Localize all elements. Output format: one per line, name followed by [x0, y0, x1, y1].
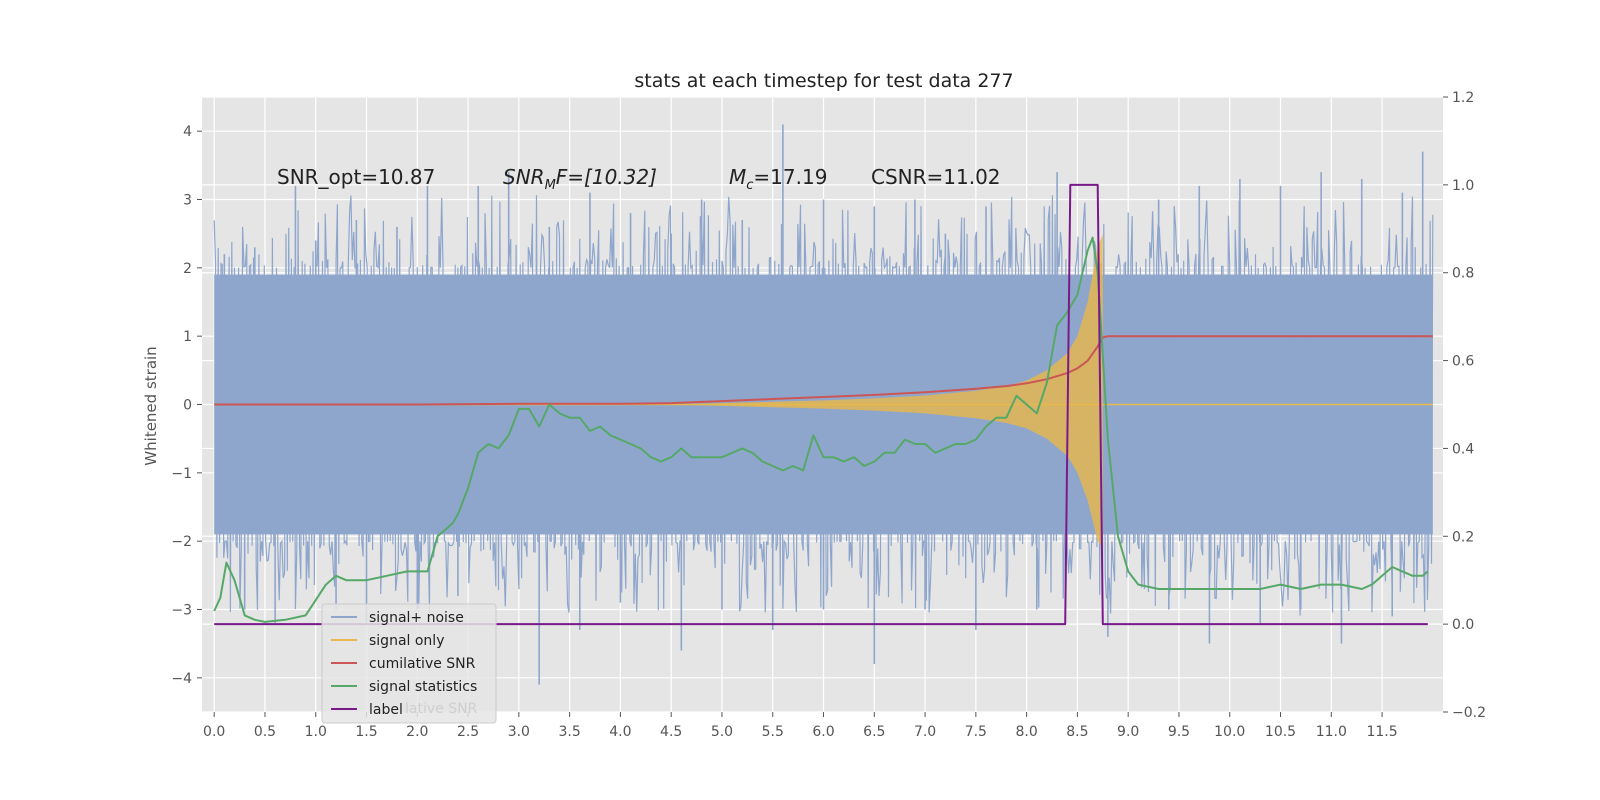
- legend-label: cumilative SNR: [369, 656, 476, 672]
- y-tick-label: 4: [183, 124, 192, 140]
- y2-tick-label: 0.8: [1452, 266, 1474, 282]
- chart-title: stats at each timestep for test data 277: [634, 70, 1013, 92]
- annotations: SNR_opt=10.87 SNRMF=[10.32] Mc=17.19 CSN…: [277, 165, 1001, 193]
- annotation-mc-main: M: [729, 165, 746, 189]
- y-tick-label: 1: [183, 329, 192, 345]
- legend: lative SNR signal+ noise signal only cumil…: [321, 603, 497, 724]
- y-tick-label: −4: [171, 671, 192, 687]
- x-tick-label: 5.0: [711, 724, 733, 740]
- x-tick-label: 1.0: [305, 724, 327, 740]
- legend-label: signal only: [369, 633, 444, 649]
- annotation-csnr: CSNR=11.02: [871, 165, 1001, 189]
- x-tick-label: 1.5: [355, 724, 377, 740]
- y2-tick-label: 0.0: [1452, 617, 1474, 633]
- annotation-snr-mf: SNRMF=[10.32]: [503, 165, 657, 193]
- y2-tick-label: 0.2: [1452, 529, 1474, 545]
- y-tick-label: −1: [171, 466, 192, 482]
- y-tick-label: −2: [171, 534, 192, 550]
- x-tick-label: 7.5: [965, 724, 987, 740]
- x-tick-label: 0.0: [203, 724, 225, 740]
- legend-label: label: [369, 702, 403, 718]
- annotation-snr-mf-sub: M: [545, 178, 556, 193]
- legend-box: [321, 603, 497, 724]
- annotation-mc: Mc=17.19: [729, 165, 827, 193]
- y2-tick-label: 1.0: [1452, 178, 1474, 194]
- y2-tick-label: 0.4: [1452, 441, 1474, 457]
- x-tick-label: 11.5: [1366, 724, 1397, 740]
- x-tick-label: 4.5: [660, 724, 682, 740]
- x-tick-label: 5.5: [762, 724, 784, 740]
- x-tick-label: 9.5: [1168, 724, 1190, 740]
- x-tick-label: 6.0: [812, 724, 834, 740]
- annotation-mc-sub: c: [746, 178, 753, 193]
- series-cumilative-snr: [214, 335, 1433, 406]
- series-signal-statistics: [213, 236, 1429, 623]
- x-tick-label: 9.0: [1117, 724, 1139, 740]
- y-axis-left: −4 −3 −2 −1 0 1 2 3 4: [171, 124, 202, 687]
- y-tick-label: 3: [183, 193, 192, 209]
- y-tick-label: 0: [183, 398, 192, 414]
- x-tick-label: 2.5: [457, 724, 479, 740]
- annotation-mc-rest: =17.19: [753, 165, 827, 189]
- legend-label: signal+ noise: [369, 610, 464, 626]
- y2-tick-label: 1.2: [1452, 90, 1474, 106]
- series-line: [214, 335, 1433, 406]
- x-axis: 0.0 0.5 1.0 1.5 2.0 2.5 3.0 3.5 4.0 4.5 5.0 5.5 6.0 6…: [203, 712, 1398, 740]
- x-tick-label: 3.0: [508, 724, 530, 740]
- x-tick-label: 10.0: [1214, 724, 1245, 740]
- y-tick-label: 2: [183, 261, 192, 277]
- x-tick-label: 8.5: [1066, 724, 1088, 740]
- x-tick-label: 4.0: [609, 724, 631, 740]
- legend-label: signal statistics: [369, 679, 477, 695]
- y-tick-label: −3: [171, 603, 192, 619]
- annotation-snr-mf-main: SNR: [503, 165, 545, 189]
- legend-overlapped-text: lative SNR: [405, 701, 478, 717]
- annotation-snr-mf-rest: F=[10.32]: [556, 165, 657, 189]
- x-tick-label: 11.0: [1316, 724, 1347, 740]
- x-tick-label: 3.5: [558, 724, 580, 740]
- y2-tick-label: −0.2: [1452, 705, 1486, 721]
- y2-tick-label: 0.6: [1452, 354, 1474, 370]
- x-tick-label: 6.5: [863, 724, 885, 740]
- x-tick-label: 2.0: [406, 724, 428, 740]
- series-line: [214, 183, 1428, 626]
- x-tick-label: 10.5: [1265, 724, 1296, 740]
- y-axis-label: Whitened strain: [142, 346, 160, 465]
- series-label: [214, 183, 1428, 626]
- x-tick-label: 7.0: [914, 724, 936, 740]
- annotation-snr-opt: SNR_opt=10.87: [277, 165, 435, 189]
- y-axis-right: −0.2 0.0 0.2 0.4 0.6 0.8 1.0 1.2: [1443, 90, 1486, 721]
- legend-items: signal+ noise signal only cumilative SNR si…: [331, 610, 477, 718]
- signal-envelope: [671, 233, 1103, 548]
- x-tick-label: 0.5: [254, 724, 276, 740]
- x-tick-label: 8.0: [1015, 724, 1037, 740]
